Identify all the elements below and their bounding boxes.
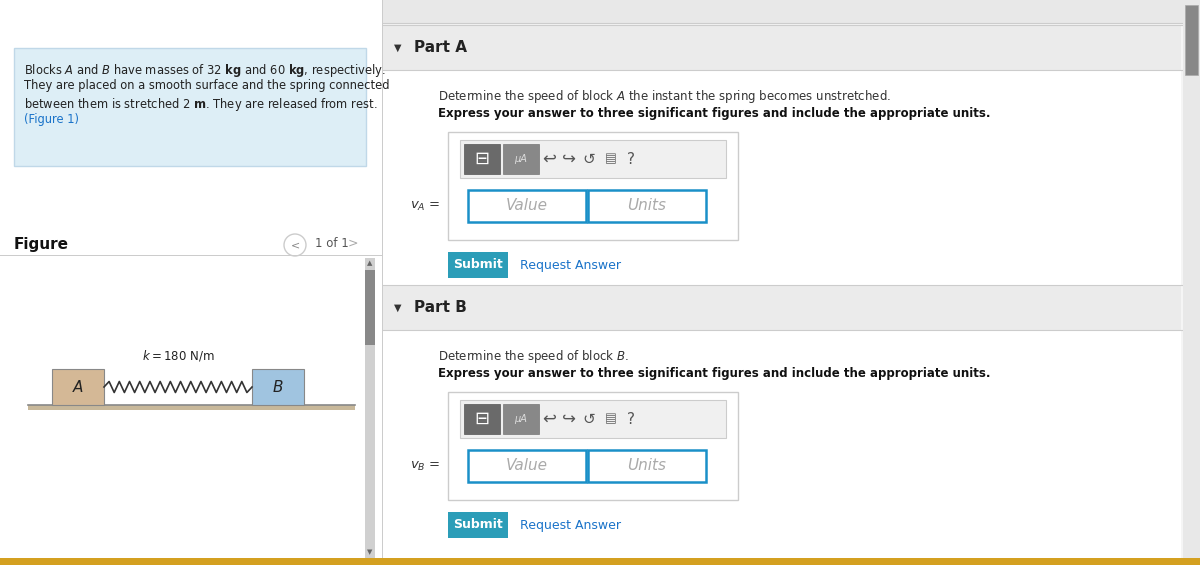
Bar	[468, 190, 586, 222]
Text: >: >	[348, 237, 359, 250]
Bar	[14, 48, 366, 166]
Text: Express your answer to three significant figures and include the appropriate uni: Express your answer to three significant…	[438, 367, 990, 380]
Bar	[383, 25, 1181, 70]
Text: ?: ?	[628, 411, 635, 427]
Text: Value: Value	[506, 198, 548, 214]
Bar	[382, 0, 1200, 565]
Text: ↩: ↩	[542, 410, 556, 428]
Bar	[28, 405, 355, 410]
Text: Value: Value	[506, 459, 548, 473]
Bar	[252, 369, 304, 405]
Bar	[448, 512, 508, 538]
Bar	[383, 70, 1181, 310]
Bar	[588, 190, 706, 222]
Text: <: <	[290, 240, 300, 250]
Text: ↺: ↺	[583, 411, 595, 427]
Bar	[365, 258, 374, 558]
Text: $v_A$ =: $v_A$ =	[409, 199, 440, 212]
Bar	[588, 450, 706, 482]
Bar	[448, 392, 738, 500]
Bar	[448, 132, 738, 240]
Text: ↪: ↪	[562, 150, 576, 168]
Bar	[503, 144, 539, 174]
Text: between them is stretched 2 $\mathbf{m}$. They are released from rest.: between them is stretched 2 $\mathbf{m}$…	[24, 96, 378, 113]
Bar	[365, 270, 374, 345]
Bar	[383, 330, 1181, 565]
Text: Submit: Submit	[454, 519, 503, 532]
Text: ▼: ▼	[395, 302, 402, 312]
Text: ▤: ▤	[605, 153, 617, 166]
Text: ⊟: ⊟	[474, 410, 490, 428]
Circle shape	[284, 234, 306, 256]
Text: Determine the speed of block $\mathit{A}$ the instant the spring becomes unstret: Determine the speed of block $\mathit{A}…	[438, 88, 892, 105]
Text: (Figure 1): (Figure 1)	[24, 113, 79, 126]
Text: They are placed on a smooth surface and the spring connected: They are placed on a smooth surface and …	[24, 79, 390, 92]
Text: ?: ?	[628, 151, 635, 167]
Bar	[0, 255, 382, 256]
Text: Request Answer: Request Answer	[520, 519, 622, 532]
Text: 1 of 1: 1 of 1	[314, 237, 349, 250]
Bar	[448, 252, 508, 278]
Bar	[464, 144, 500, 174]
Text: μA: μA	[515, 154, 528, 164]
Text: Express your answer to three significant figures and include the appropriate uni: Express your answer to three significant…	[438, 107, 990, 120]
Text: $A$: $A$	[72, 379, 84, 395]
Text: ▼: ▼	[395, 42, 402, 53]
Text: Determine the speed of block $\mathit{B}$.: Determine the speed of block $\mathit{B}…	[438, 348, 629, 365]
Text: ↺: ↺	[583, 151, 595, 167]
Text: Figure: Figure	[14, 237, 70, 252]
Text: ↩: ↩	[542, 150, 556, 168]
Text: Units: Units	[628, 198, 666, 214]
Text: $k = 180$ N/m: $k = 180$ N/m	[142, 348, 215, 363]
Text: ⊟: ⊟	[474, 150, 490, 168]
Bar	[0, 0, 382, 565]
Bar	[503, 404, 539, 434]
Text: ▤: ▤	[605, 412, 617, 425]
Bar	[468, 450, 586, 482]
Text: Submit: Submit	[454, 259, 503, 272]
Bar	[460, 400, 726, 438]
Text: ↪: ↪	[562, 410, 576, 428]
Bar	[1183, 0, 1200, 565]
Text: Part B: Part B	[414, 300, 467, 315]
Text: $v_B$ =: $v_B$ =	[409, 459, 440, 472]
Bar	[1186, 5, 1198, 75]
Bar	[383, 0, 1200, 23]
Text: Request Answer: Request Answer	[520, 259, 622, 272]
Bar	[464, 404, 500, 434]
Text: $B$: $B$	[272, 379, 283, 395]
Text: Units: Units	[628, 459, 666, 473]
Bar	[383, 285, 1181, 330]
Bar	[52, 369, 104, 405]
Text: μA: μA	[515, 414, 528, 424]
Text: ▲: ▲	[367, 260, 373, 266]
Text: Part A: Part A	[414, 40, 467, 55]
Bar	[0, 558, 1200, 565]
Text: ▼: ▼	[367, 549, 373, 555]
Text: Blocks $\mathit{A}$ and $\mathit{B}$ have masses of 32 $\mathbf{kg}$ and 60 $\ma: Blocks $\mathit{A}$ and $\mathit{B}$ hav…	[24, 62, 385, 79]
Bar	[460, 140, 726, 178]
